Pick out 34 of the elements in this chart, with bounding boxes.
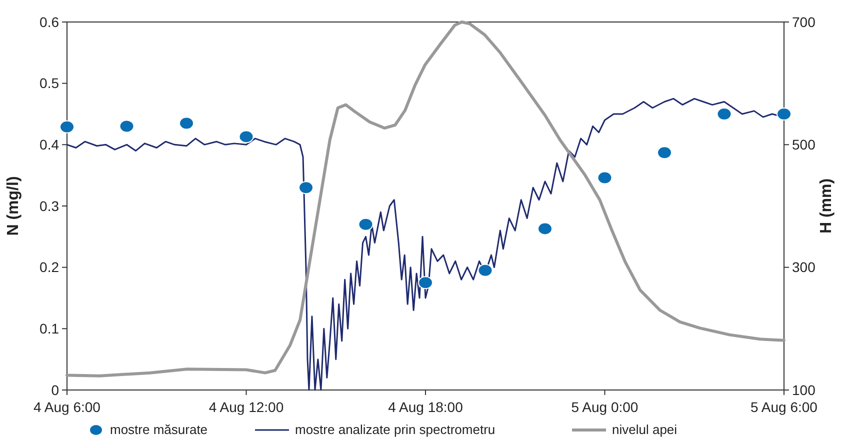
y2-axis-title: H (mm) [818, 178, 835, 234]
y-tick-label: 0.1 [40, 320, 60, 337]
x-tick-label: 4 Aug 18:00 [388, 399, 464, 415]
point [238, 130, 254, 144]
y-tick-label: 0.3 [40, 198, 60, 214]
point [358, 218, 374, 231]
y-tick-label: 0.6 [40, 14, 60, 30]
point [538, 222, 552, 236]
point [597, 171, 612, 184]
y2-tick-label: 500 [792, 136, 816, 153]
point [657, 146, 672, 160]
x-tick-label: 5 Aug 6:00 [750, 399, 818, 415]
point [716, 108, 732, 120]
y-tick-label: 0.2 [40, 259, 60, 276]
legend-label: mostre analizate prin spectrometru [295, 422, 496, 437]
point [60, 120, 74, 134]
y-tick-label: 0 [51, 382, 60, 398]
y2-tick-label: 700 [792, 14, 816, 30]
y-axis-title: N (mg/l) [5, 176, 22, 236]
y2-tick-label: 100 [792, 382, 816, 398]
y-tick-label: 0.5 [40, 75, 60, 92]
point [119, 120, 134, 133]
x-tick-label: 4 Aug 6:00 [34, 399, 101, 415]
y2-tick-label: 300 [792, 259, 816, 276]
x-tick-label: 5 Aug 0:00 [571, 399, 638, 415]
y-tick-label: 0.4 [40, 136, 60, 153]
x-tick-label: 4 Aug 12:00 [208, 399, 284, 415]
point [179, 116, 194, 130]
point [478, 264, 493, 277]
point [298, 181, 314, 194]
point [776, 108, 792, 120]
legend-label: mostre măsurate [110, 422, 208, 437]
point [418, 276, 433, 290]
legend-label: nivelul apei [612, 422, 678, 437]
